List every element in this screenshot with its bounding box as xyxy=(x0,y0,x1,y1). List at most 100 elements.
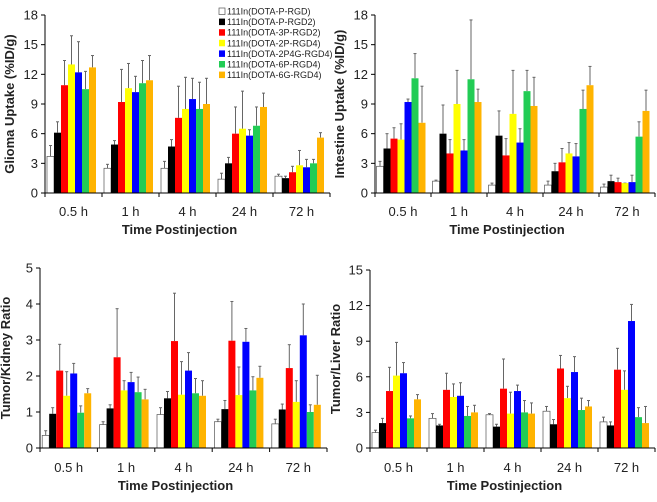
bar xyxy=(642,110,650,193)
bar xyxy=(614,369,621,448)
bar xyxy=(628,182,636,193)
y-tick-label: 0 xyxy=(26,441,33,456)
bar xyxy=(199,395,206,448)
bar xyxy=(134,392,142,448)
bar xyxy=(317,137,324,193)
bar xyxy=(160,167,169,194)
bar xyxy=(495,135,503,193)
bar xyxy=(120,390,128,448)
legend-swatch xyxy=(219,50,225,57)
bar xyxy=(113,357,121,448)
y-tick-label: 15 xyxy=(349,263,363,278)
bar xyxy=(572,156,580,193)
bar xyxy=(256,377,264,448)
y-tick-label: 0 xyxy=(31,186,38,201)
bar xyxy=(411,78,419,193)
bar xyxy=(439,133,447,193)
x-tick-label: 4 h xyxy=(178,204,196,219)
bar xyxy=(485,414,494,449)
bar xyxy=(578,410,585,448)
bar xyxy=(56,370,64,448)
y-tick-label: 15 xyxy=(24,37,38,52)
bar xyxy=(84,393,92,448)
bar xyxy=(397,139,405,193)
bar xyxy=(432,180,440,194)
x-tick-label: 1 h xyxy=(450,204,468,219)
bar xyxy=(530,105,538,193)
bar xyxy=(607,425,614,448)
bar xyxy=(296,165,303,193)
x-tick-label: 72 h xyxy=(614,204,639,219)
bar xyxy=(175,117,182,193)
bar xyxy=(571,372,578,448)
chart-panel-1: 0 3 6 9 12 15 18 0.5 h 1 h 4 h 24 h 72 h Time Postin… xyxy=(2,7,333,238)
bar xyxy=(306,412,314,448)
bar xyxy=(239,128,246,193)
bar xyxy=(228,340,236,448)
bar xyxy=(132,92,139,193)
bar xyxy=(564,398,571,448)
x-tick-label: 4 h xyxy=(503,460,521,475)
x-tick-label: 0.5 h xyxy=(59,204,88,219)
bar xyxy=(49,413,57,448)
y-tick-label: 3 xyxy=(361,156,368,171)
bar xyxy=(46,156,55,194)
x-axis-label: Time Postinjection xyxy=(449,222,564,237)
bar xyxy=(235,395,243,448)
y-axis-label: Glioma Uptake (%ID/g) xyxy=(2,34,17,173)
bar xyxy=(450,396,457,448)
bar xyxy=(502,155,510,193)
y-tick-label: 12 xyxy=(24,67,38,82)
bar xyxy=(523,91,531,193)
legend-swatch xyxy=(219,18,225,26)
bar xyxy=(493,426,500,448)
bar xyxy=(303,167,310,193)
bar xyxy=(614,182,622,193)
y-tick-label: 4 xyxy=(26,297,33,312)
bar xyxy=(274,175,283,194)
bar xyxy=(82,89,89,193)
x-tick-label: 24 h xyxy=(558,204,583,219)
bar xyxy=(414,399,421,448)
legend: 111In(DOTA-P-RGD)111In(DOTA-P-RGD2)111In… xyxy=(218,7,333,80)
legend-label: 111In(DOTA-6G-RGD4) xyxy=(227,70,322,80)
bar xyxy=(393,375,400,448)
bar xyxy=(139,83,146,193)
bar xyxy=(68,64,75,193)
bar xyxy=(278,409,286,448)
bar xyxy=(371,432,380,449)
bar xyxy=(428,417,437,449)
y-tick-label: 6 xyxy=(31,126,38,141)
bar xyxy=(383,148,391,193)
bar xyxy=(217,178,226,194)
bar xyxy=(542,410,551,449)
bar xyxy=(386,391,393,448)
x-tick-label: 72 h xyxy=(289,204,314,219)
bar xyxy=(544,184,552,194)
y-tick-label: 18 xyxy=(24,8,38,23)
bar xyxy=(528,413,535,448)
bar xyxy=(579,108,587,193)
bar xyxy=(400,373,407,448)
bar xyxy=(436,425,443,448)
bar xyxy=(558,162,566,193)
bar xyxy=(89,67,96,193)
bar xyxy=(628,321,635,448)
bar xyxy=(565,153,573,193)
y-tick-label: 0 xyxy=(356,441,363,456)
x-tick-label: 4 h xyxy=(174,460,192,475)
bar xyxy=(127,382,135,448)
bar xyxy=(635,136,643,193)
x-tick-label: 0.5 h xyxy=(389,204,418,219)
bar xyxy=(111,144,118,193)
bar xyxy=(516,142,524,193)
y-axis-label: Tumor/Liver Ratio xyxy=(328,304,343,414)
x-tick-label: 1 h xyxy=(446,460,464,475)
legend-swatch xyxy=(219,39,225,47)
bar xyxy=(185,370,192,448)
bar xyxy=(313,404,321,448)
legend-label: 111In(DOTA-P-RGD2) xyxy=(227,17,316,27)
bar xyxy=(146,80,153,193)
bar xyxy=(246,135,253,193)
x-axis-label: Time Postinjection xyxy=(118,478,233,493)
